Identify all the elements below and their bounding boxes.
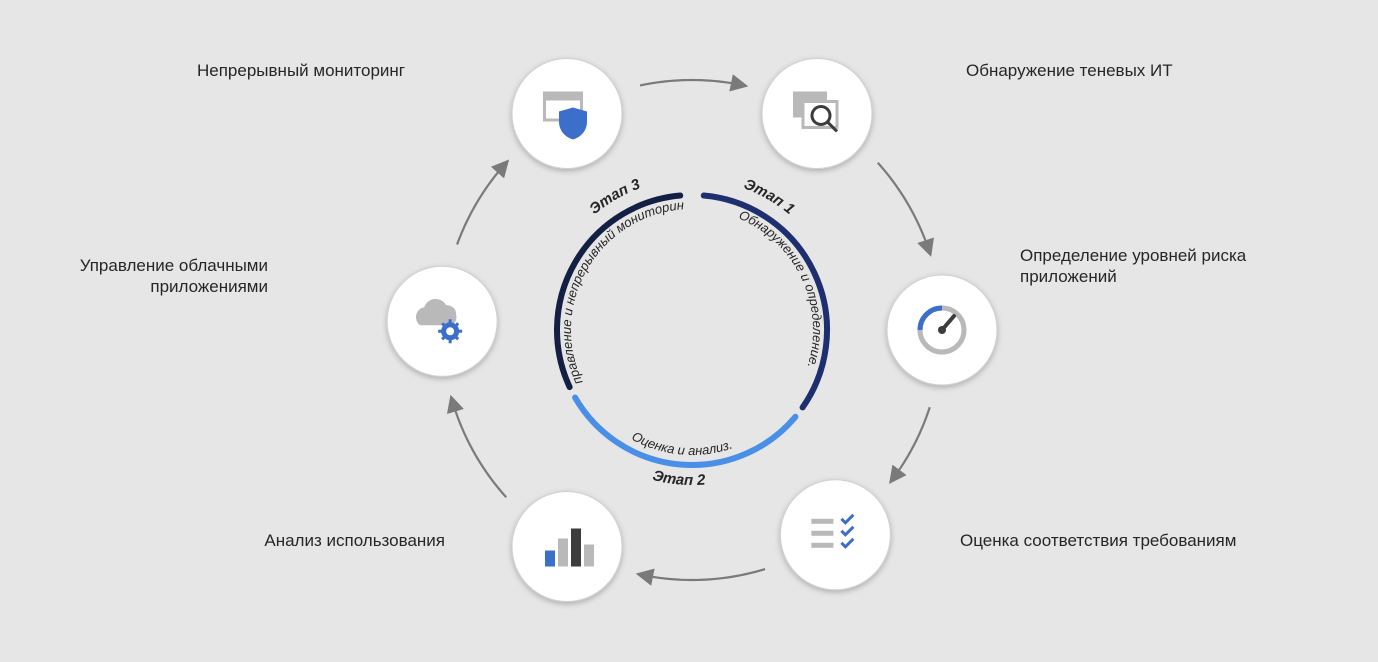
node-label-discover: Обнаружение теневых ИТ [966,60,1246,81]
inner-phase-ring [557,196,827,465]
node-monitor [512,58,622,168]
connector-arrow [892,407,930,480]
phase-text: Обнаружение и определение. [737,207,825,370]
phase-labels: Этап 1Обнаружение и определение.Этап 2Оц… [0,0,825,489]
node-label-compliance: Оценка соответствия требованиям [960,530,1240,551]
node-usage [512,492,622,602]
connector-arrow [640,80,744,85]
node-compliance [780,480,890,590]
connector-arrow [457,163,506,245]
node-discover [762,58,872,168]
connector-arrow [452,399,507,497]
phase-text: Этап 3 [586,175,643,217]
connector-arrow [640,569,765,580]
node-label-risk: Определение уровней риска приложений [1020,245,1300,288]
node-label-manage: Управление облачными приложениями [8,255,268,298]
node-label-monitor: Непрерывный мониторинг [145,60,405,81]
node-risk [887,275,997,385]
phase-text: Управление и непрерывный мониторинг [0,0,685,387]
process-nodes [387,58,997,601]
node-manage [387,266,497,376]
process-cycle-diagram: Этап 1Обнаружение и определение.Этап 2Оц… [0,0,1378,662]
node-label-usage: Анализ использования [185,530,445,551]
connector-arrow [878,163,930,253]
phase-text: Этап 2 [651,467,707,489]
